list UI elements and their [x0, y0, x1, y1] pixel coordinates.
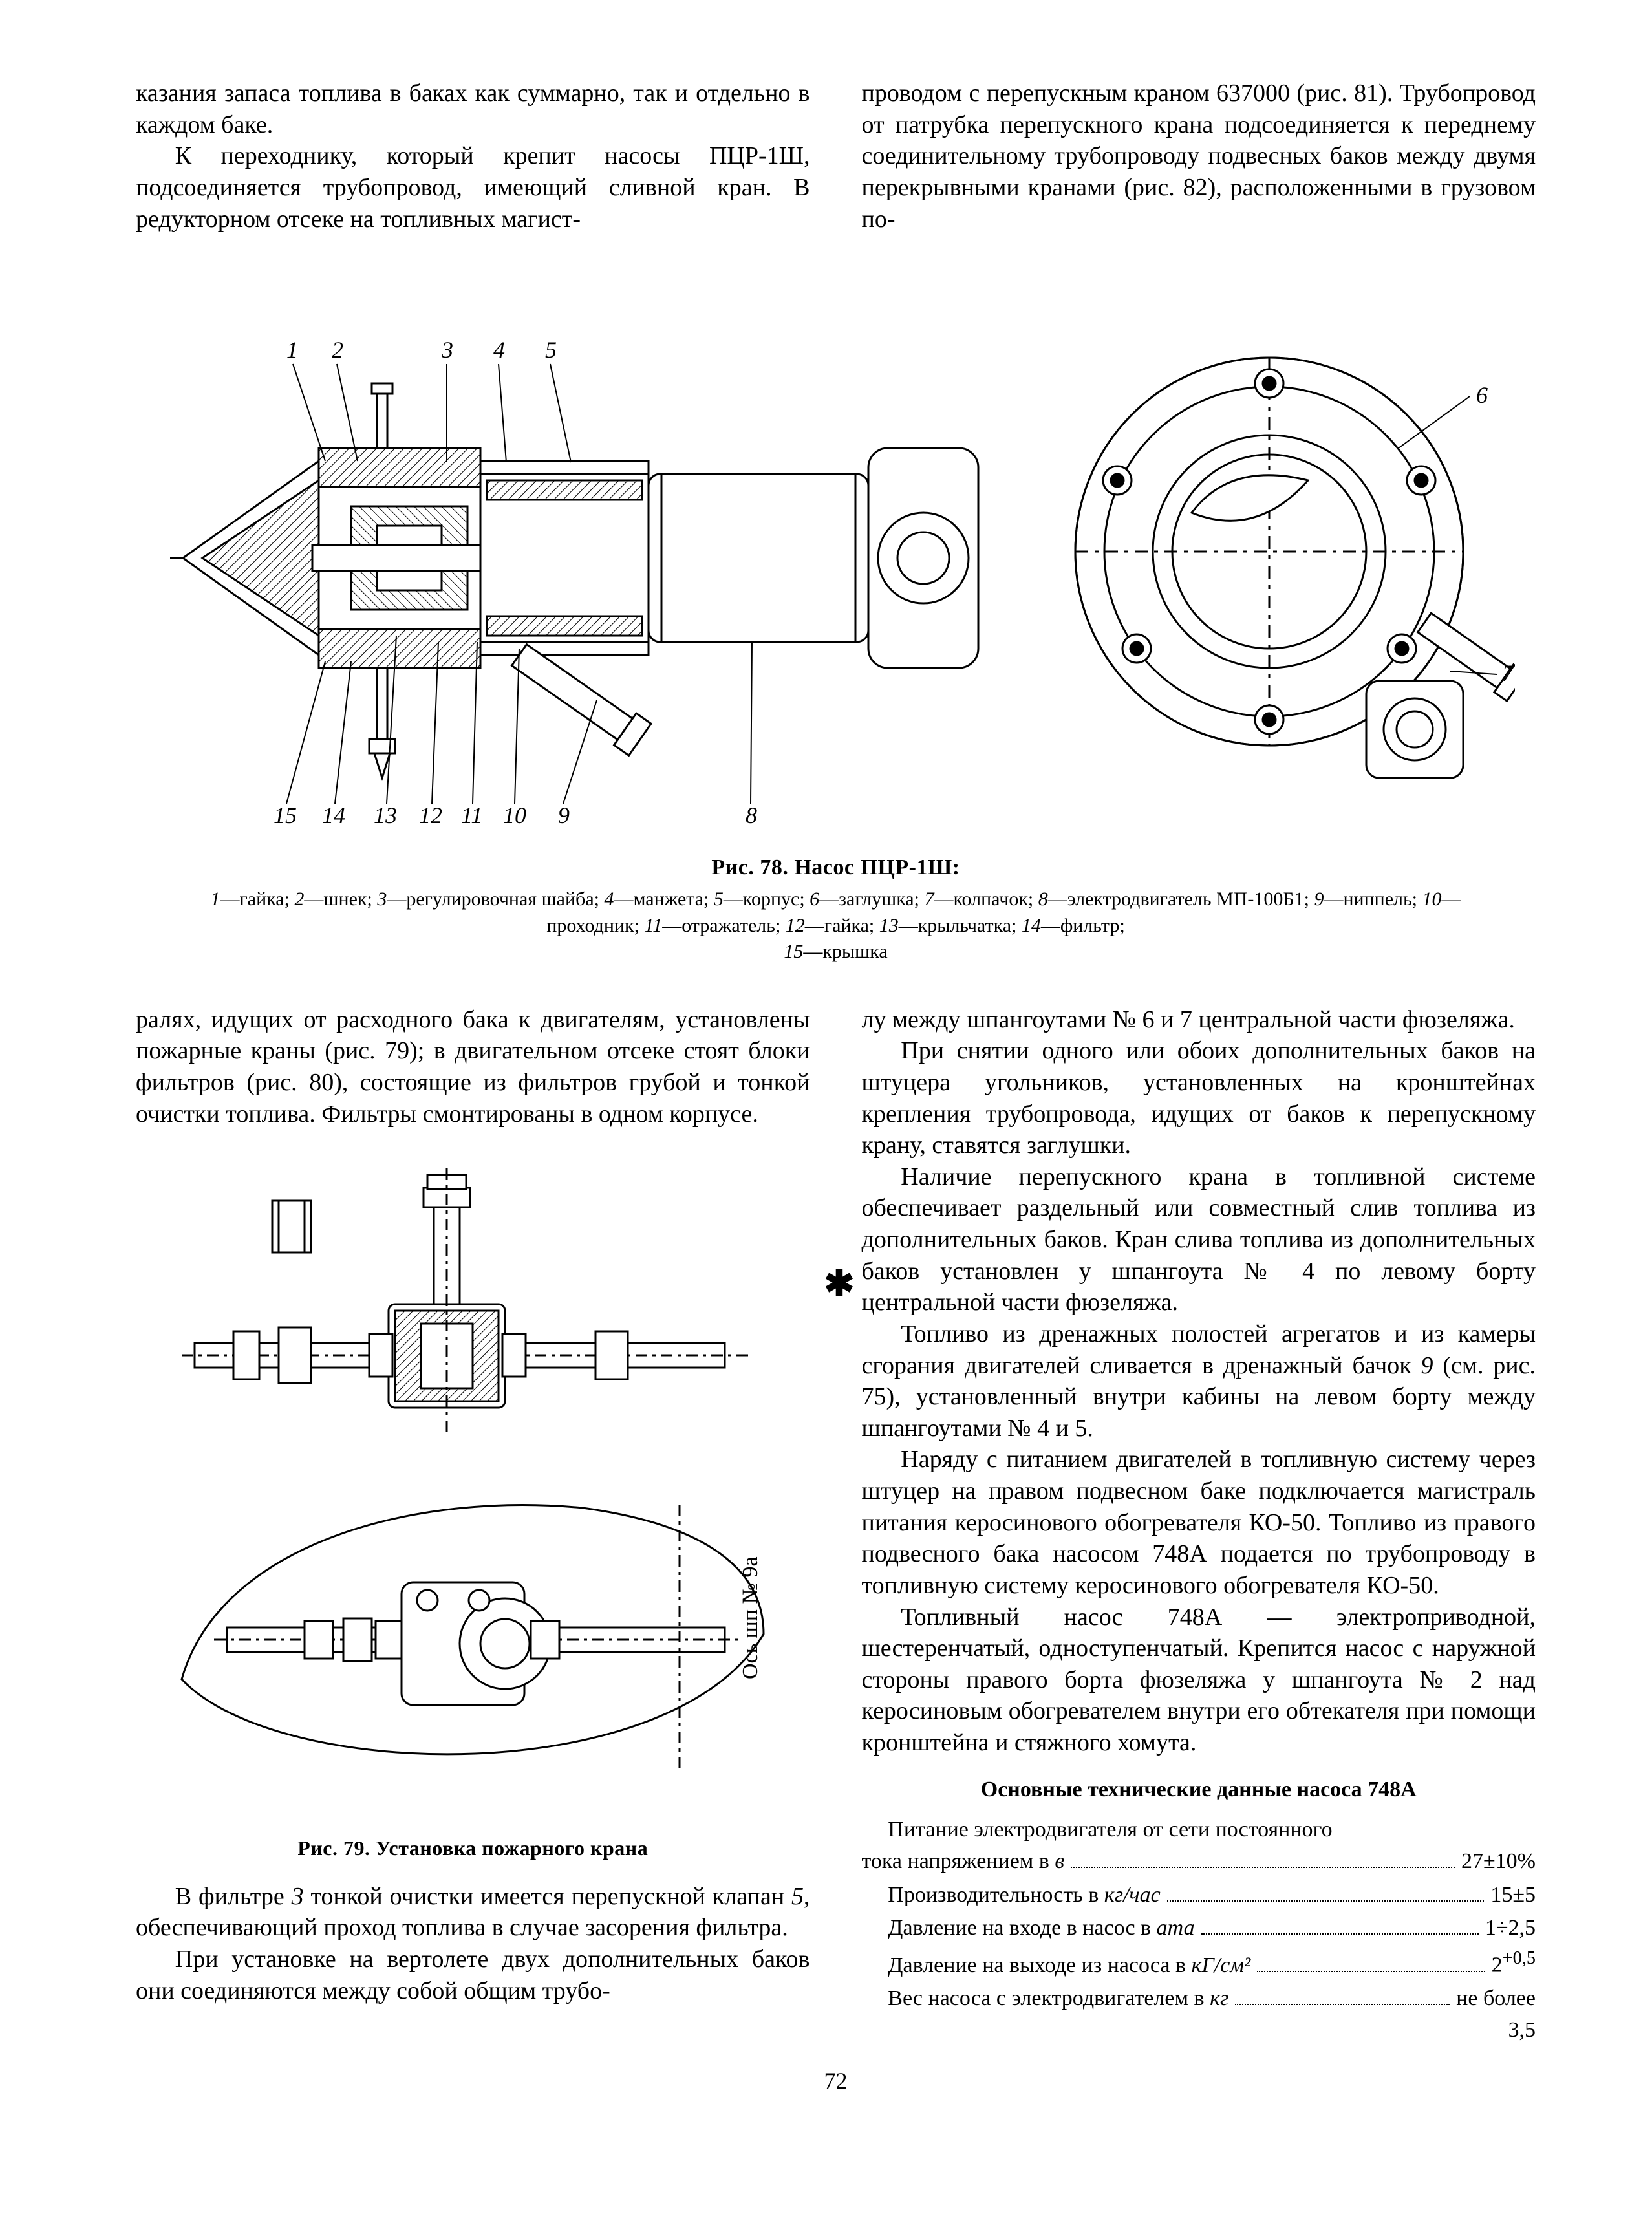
- left-column: ралях, идущих от расходного бака к двига…: [136, 1004, 810, 2048]
- para: В фильтре 3 тонкой очистки имеется переп…: [136, 1881, 810, 1944]
- figure-79-caption: Рис. 79. Установка пожарного крана: [136, 1835, 810, 1862]
- spec-dots: [1257, 1953, 1485, 1971]
- svg-text:2: 2: [332, 337, 343, 363]
- spec-label: Питание электродвигателя от сети постоян…: [862, 1814, 1536, 1845]
- svg-text:13: 13: [374, 802, 397, 828]
- spec-value: не более3,5: [1456, 1982, 1536, 2046]
- svg-text:15: 15: [274, 802, 297, 828]
- spec-label: тока напряжением в в: [862, 1845, 1065, 1877]
- page: казания запаса топлива в баках как сумма…: [0, 0, 1652, 2146]
- svg-text:11: 11: [461, 802, 482, 828]
- svg-text:8: 8: [746, 802, 757, 828]
- body-columns: ралях, идущих от расходного бака к двига…: [136, 1004, 1536, 2048]
- svg-text:10: 10: [503, 802, 526, 828]
- para: К переходнику, который крепит насосы ПЦР…: [136, 140, 810, 235]
- spec-748a-title: Основные технические данные насоса 748А: [862, 1776, 1536, 1804]
- svg-text:14: 14: [322, 802, 345, 828]
- svg-text:1: 1: [286, 337, 298, 363]
- spec-row: Производительность в кг/час 15±5: [862, 1879, 1536, 1911]
- spec-row: Давление на выходе из насоса в кГ/см² 2+…: [862, 1945, 1536, 1981]
- para: Топливо из дренажных полостей агрегатов …: [862, 1318, 1536, 1444]
- figure-79: Ось шп № 9а Рис. 79. Установка пожарного…: [136, 1149, 810, 1862]
- para: При установке на вертолете двух дополнит…: [136, 1944, 810, 2006]
- figure-78-caption: Рис. 78. Насос ПЦР-1Ш:: [136, 855, 1536, 880]
- para: проводом с перепускным краном 637000 (ри…: [862, 78, 1536, 235]
- spec-value: 1÷2,5: [1485, 1912, 1536, 1944]
- para: лу между шпангоутами № 6 и 7 центральной…: [862, 1004, 1536, 1036]
- spec-value: 2+0,5: [1492, 1945, 1536, 1981]
- svg-text:3: 3: [441, 337, 453, 363]
- svg-text:4: 4: [493, 337, 505, 363]
- spec-row: Питание электродвигателя от сети постоян…: [862, 1814, 1536, 1878]
- spec-label: Вес насоса с электродвигателем в кг: [862, 1982, 1229, 2014]
- para: При снятии одного или обоих дополнительн…: [862, 1035, 1536, 1161]
- margin-asterisk-icon: ✱: [824, 1266, 855, 1302]
- spec-dots: [1235, 1986, 1450, 2005]
- spec-label: Производительность в кг/час: [862, 1879, 1161, 1911]
- right-column: лу между шпангоутами № 6 и 7 центральной…: [862, 1004, 1536, 2048]
- spec-value: 15±5: [1490, 1879, 1536, 1911]
- svg-text:6: 6: [1476, 382, 1488, 408]
- spec-dots: [1071, 1849, 1455, 1868]
- figure-78-svg: 1 2 3 4 5 15 14 13 12 11 10 9 8: [157, 261, 1515, 843]
- svg-text:5: 5: [545, 337, 557, 363]
- spec-dots: [1167, 1883, 1485, 1902]
- para: Наличие перепускного крана в топливной с…: [862, 1161, 1536, 1318]
- spec-row: Давление на входе в насос в ата 1÷2,5: [862, 1912, 1536, 1944]
- para: казания запаса топлива в баках как сумма…: [136, 78, 810, 140]
- spec-dots: [1201, 1916, 1479, 1935]
- page-number: 72: [136, 2067, 1536, 2094]
- spec-748a-list: Питание электродвигателя от сети постоян…: [862, 1814, 1536, 2046]
- spec-row: Вес насоса с электродвигателем в кг не б…: [862, 1982, 1536, 2046]
- figure-79-annotation: Ось шп № 9а: [738, 1557, 762, 1680]
- svg-text:12: 12: [419, 802, 442, 828]
- para: Топливный насос 748А — электроприводной,…: [862, 1602, 1536, 1759]
- figure-78-legend: 1—гайка; 2—шнек; 3—регулировочная шайба;…: [175, 886, 1497, 965]
- spec-label: Давление на выходе из насоса в кГ/см²: [862, 1949, 1251, 1981]
- para: Наряду с питанием двигателей в топливную…: [862, 1444, 1536, 1601]
- figure-78: 1 2 3 4 5 15 14 13 12 11 10 9 8: [136, 261, 1536, 985]
- top-two-columns: казания запаса топлива в баках как сумма…: [136, 78, 1536, 235]
- spec-value: 27±10%: [1461, 1845, 1536, 1877]
- spec-label: Давление на входе в насос в ата: [862, 1912, 1195, 1944]
- svg-text:7: 7: [1502, 660, 1515, 686]
- para: ралях, идущих от расходного бака к двига…: [136, 1004, 810, 1130]
- svg-text:9: 9: [558, 802, 570, 828]
- figure-79-svg: Ось шп № 9а: [156, 1149, 789, 1815]
